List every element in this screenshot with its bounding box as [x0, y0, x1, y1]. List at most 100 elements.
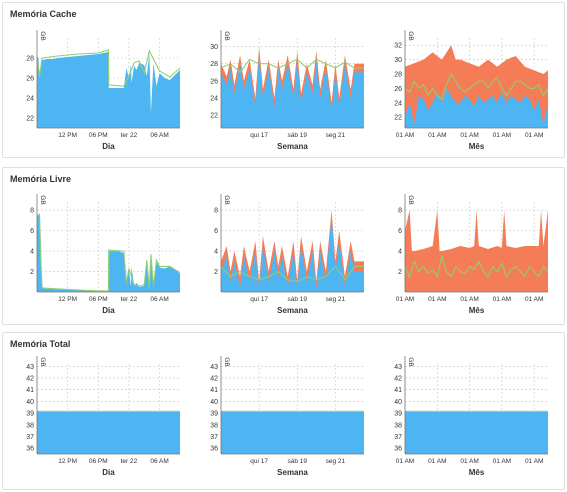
series-area-free-top	[405, 210, 548, 292]
y-tick-label: 41	[210, 387, 218, 394]
y-tick-label: 37	[26, 434, 34, 441]
x-tick-label: 12 PM	[58, 458, 77, 465]
series-line-cache-line	[36, 49, 181, 87]
x-tick-label: 06 AM	[150, 296, 168, 303]
x-axis-label: Mês	[469, 306, 485, 315]
series-area-total	[221, 411, 364, 454]
y-tick-label: 30	[394, 57, 402, 64]
y-tick-label: 6	[398, 228, 402, 235]
unit-label: GB	[407, 195, 414, 204]
x-axis-label: Mês	[469, 142, 485, 151]
x-axis-label: Semana	[277, 142, 308, 151]
y-tick-label: 28	[394, 72, 402, 79]
series-line-cache-line	[404, 72, 549, 101]
x-tick-label: seg 21	[326, 458, 346, 465]
x-axis-label: Mês	[469, 468, 485, 477]
y-tick-label: 43	[394, 364, 402, 371]
series-line-cache-line	[220, 58, 364, 74]
x-axis-label: Dia	[102, 468, 115, 477]
series-area-cache	[405, 88, 548, 128]
y-tick-label: 39	[210, 411, 218, 418]
unit-label: GB	[223, 31, 230, 40]
y-tick-label: 32	[394, 43, 402, 50]
y-tick-label: 43	[26, 364, 34, 371]
y-tick-label: 42	[210, 376, 218, 383]
y-tick-label: 43	[210, 364, 218, 371]
series-area-total	[37, 411, 180, 454]
series-area-free	[221, 215, 364, 292]
x-tick-label: 06 AM	[150, 458, 168, 465]
x-tick-label: sáb 19	[288, 458, 308, 465]
y-tick-label: 24	[26, 96, 34, 103]
y-tick-label: 30	[210, 44, 218, 51]
x-tick-label: qui 17	[250, 132, 268, 139]
series-area-total	[405, 411, 548, 454]
x-tick-label: sáb 19	[288, 296, 308, 303]
y-tick-label: 41	[394, 387, 402, 394]
unit-label: GB	[39, 357, 46, 366]
x-tick-label: 01 AM	[428, 296, 446, 303]
y-tick-label: 8	[214, 208, 218, 215]
unit-label: GB	[223, 357, 230, 366]
x-tick-label: 01 AM	[396, 458, 414, 465]
x-axis-label: Dia	[102, 306, 115, 315]
series-line-free-line	[404, 254, 549, 279]
x-tick-label: 06 PM	[89, 458, 108, 465]
y-tick-label: 4	[398, 249, 402, 256]
y-tick-label: 42	[394, 376, 402, 383]
x-tick-label: seg 21	[326, 296, 346, 303]
x-tick-label: 01 AM	[460, 458, 478, 465]
x-tick-label: 12 PM	[58, 296, 77, 303]
y-tick-label: 4	[30, 249, 34, 256]
x-tick-label: 06 PM	[89, 296, 108, 303]
panel-title-cache: Memória Cache	[10, 9, 77, 19]
x-tick-label: 01 AM	[493, 296, 511, 303]
y-tick-label: 28	[210, 61, 218, 68]
y-tick-label: 26	[26, 76, 34, 83]
y-tick-label: 8	[398, 208, 402, 215]
y-tick-label: 26	[394, 86, 402, 93]
y-tick-label: 37	[394, 434, 402, 441]
y-tick-label: 2	[30, 269, 34, 276]
x-axis-label: Dia	[102, 142, 115, 151]
x-tick-label: 01 AM	[493, 132, 511, 139]
x-tick-label: 01 AM	[428, 132, 446, 139]
x-tick-label: 01 AM	[493, 458, 511, 465]
y-tick-label: 40	[210, 399, 218, 406]
y-tick-label: 38	[26, 422, 34, 429]
unit-label: GB	[39, 195, 46, 204]
y-tick-label: 8	[30, 208, 34, 215]
x-tick-label: 01 AM	[460, 132, 478, 139]
y-tick-label: 40	[394, 399, 402, 406]
y-tick-label: 40	[26, 399, 34, 406]
y-tick-label: 22	[394, 115, 402, 122]
x-tick-label: ter 22	[121, 132, 138, 139]
x-tick-label: seg 21	[326, 132, 346, 139]
x-tick-label: 01 AM	[460, 296, 478, 303]
y-tick-label: 4	[214, 249, 218, 256]
x-tick-label: sáb 19	[288, 132, 308, 139]
x-axis-label: Semana	[277, 468, 308, 477]
y-tick-label: 2	[214, 269, 218, 276]
x-tick-label: 01 AM	[396, 296, 414, 303]
y-tick-label: 39	[26, 411, 34, 418]
unit-label: GB	[39, 31, 46, 40]
y-tick-label: 36	[26, 446, 34, 453]
y-tick-label: 2	[398, 269, 402, 276]
series-line-free-line	[36, 213, 181, 292]
x-tick-label: 06 AM	[150, 132, 168, 139]
y-tick-label: 36	[394, 446, 402, 453]
y-tick-label: 36	[210, 446, 218, 453]
x-tick-label: 01 AM	[396, 132, 414, 139]
y-tick-label: 24	[210, 96, 218, 103]
x-axis-label: Semana	[277, 306, 308, 315]
x-tick-label: 06 PM	[89, 132, 108, 139]
y-tick-label: 6	[30, 228, 34, 235]
x-tick-label: 01 AM	[525, 458, 543, 465]
y-tick-label: 38	[210, 422, 218, 429]
y-tick-label: 22	[210, 113, 218, 120]
y-tick-label: 24	[394, 100, 402, 107]
panel-free: Memória Livre	[2, 167, 565, 325]
x-tick-label: qui 17	[250, 458, 268, 465]
